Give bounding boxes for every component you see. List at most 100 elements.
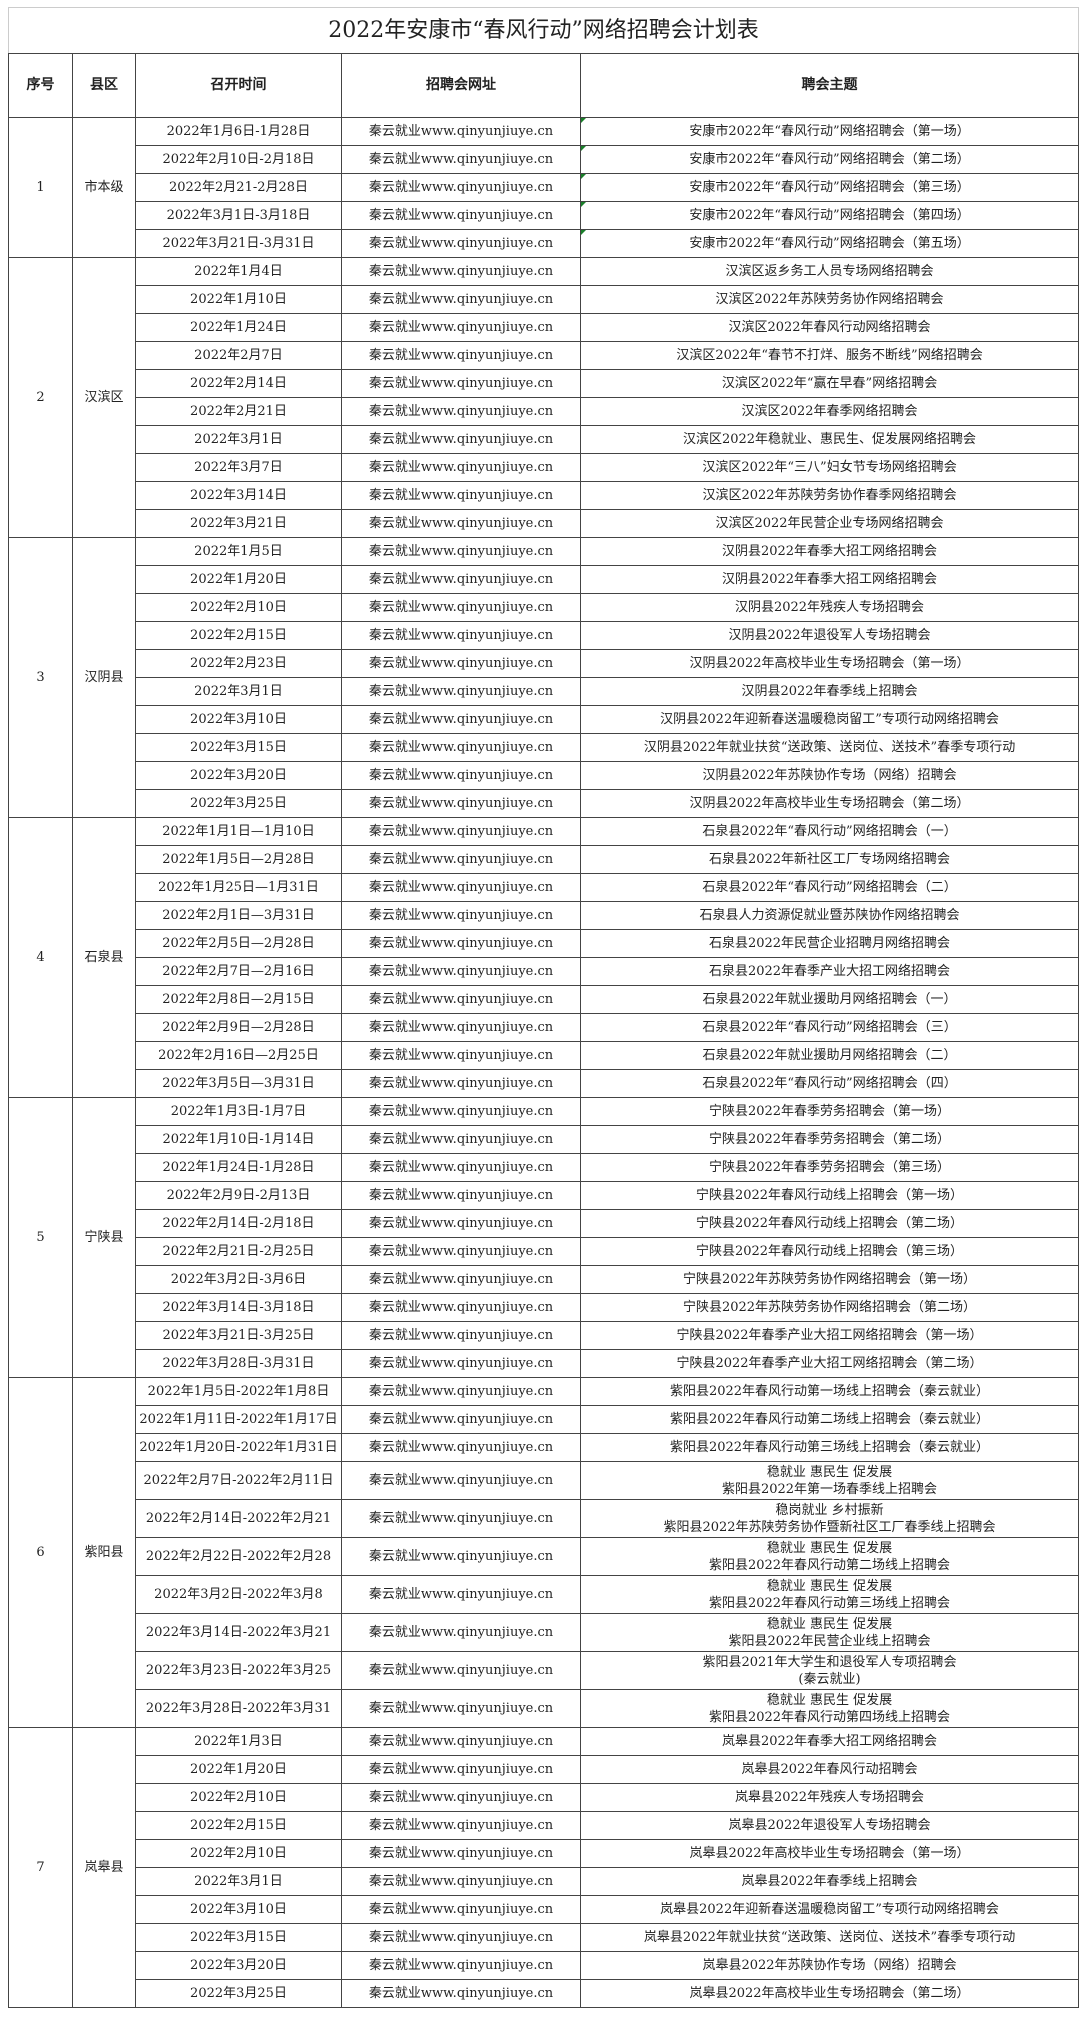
table-row: 2022年3月23日-2022年3月25 秦云就业www.qinyunjiuye.… xyxy=(9,1651,1080,1690)
theme-line: 宁陕县2022年春季劳务招聘会（第三场） xyxy=(708,1160,951,1175)
event-time: 2022年1月4日 xyxy=(135,257,342,286)
row-number: 6 xyxy=(8,1377,73,1728)
theme-line: 石泉县2022年“春风行动”网络招聘会（三） xyxy=(702,1020,957,1035)
event-theme: 岚皋县2022年苏陕协作专场（网络）招聘会 xyxy=(579,1951,1080,1980)
theme-line: 紫阳县2022年春风行动第三场线上招聘会（秦云就业） xyxy=(669,1440,990,1455)
row-number: 7 xyxy=(8,1727,73,2008)
event-website: 秦云就业www.qinyunjiuye.cn xyxy=(341,1979,581,2008)
event-theme: 紫阳县2021年大学生和退役军人专项招聘会 (秦云就业) xyxy=(579,1651,1080,1690)
table-row: 2022年2月14日 秦云就业www.qinyunjiuye.cn 汉滨区2022年… xyxy=(9,369,1080,398)
event-theme: 宁陕县2022年春风行动线上招聘会（第二场） xyxy=(579,1209,1080,1238)
table-row: 2022年2月7日-2022年2月11日 秦云就业www.qinyunjiuye.… xyxy=(9,1461,1080,1500)
event-time: 2022年2月7日-2022年2月11日 xyxy=(135,1461,342,1500)
theme-line: 汉阴县2022年高校毕业生专场招聘会（第一场） xyxy=(689,656,970,671)
event-time: 2022年1月24日-1月28日 xyxy=(135,1153,342,1182)
event-theme: 宁陕县2022年苏陕劳务协作网络招聘会（第一场） xyxy=(579,1265,1080,1294)
event-theme: 石泉县2022年“春风行动”网络招聘会（四） xyxy=(579,1069,1080,1098)
event-theme: 汉滨区2022年民营企业专场网络招聘会 xyxy=(579,509,1080,538)
event-theme: 汉阴县2022年就业扶贫“送政策、送岗位、送技术”春季专项行动 xyxy=(579,733,1080,762)
table-row: 2022年2月15日 秦云就业www.qinyunjiuye.cn 岚皋县2022年… xyxy=(9,1811,1080,1840)
header-district: 县区 xyxy=(72,53,136,118)
table-row: 2022年2月7日—2月16日 秦云就业www.qinyunjiuye.cn 石泉县… xyxy=(9,957,1080,986)
recruitment-plan-table: 2022年安康市“春风行动”网络招聘会计划表 序号 县区 召开时间 招聘会网址 … xyxy=(7,7,1080,2008)
event-website: 秦云就业www.qinyunjiuye.cn xyxy=(341,1895,581,1924)
theme-line: 石泉县人力资源促就业暨苏陕协作网络招聘会 xyxy=(699,908,960,923)
event-website: 秦云就业www.qinyunjiuye.cn xyxy=(341,229,581,258)
table-row: 2022年3月1日-3月18日 秦云就业www.qinyunjiuye.cn 安康市… xyxy=(9,201,1080,230)
event-time: 2022年3月21日 xyxy=(135,509,342,538)
event-theme: 汉滨区2022年苏陕劳务协作春季网络招聘会 xyxy=(579,481,1080,510)
event-website: 秦云就业www.qinyunjiuye.cn xyxy=(341,1575,581,1614)
theme-line: 岚皋县2022年高校毕业生专场招聘会（第二场） xyxy=(689,1986,970,2001)
event-website: 秦云就业www.qinyunjiuye.cn xyxy=(341,537,581,566)
theme-line: 安康市2022年“春风行动”网络招聘会（第五场） xyxy=(689,236,970,251)
table-row: 2022年2月23日 秦云就业www.qinyunjiuye.cn 汉阴县2022年… xyxy=(9,649,1080,678)
table-row: 2022年3月25日 秦云就业www.qinyunjiuye.cn 岚皋县2022年… xyxy=(9,1979,1080,2008)
event-website: 秦云就业www.qinyunjiuye.cn xyxy=(341,1727,581,1756)
page-title: 2022年安康市“春风行动”网络招聘会计划表 xyxy=(7,7,1080,54)
theme-line: 汉阴县2022年残疾人专场招聘会 xyxy=(734,600,925,615)
event-theme: 宁陕县2022年春季劳务招聘会（第三场） xyxy=(579,1153,1080,1182)
table-row: 2022年3月14日-3月18日 秦云就业www.qinyunjiuye.cn 宁陕… xyxy=(9,1293,1080,1322)
event-time: 2022年2月21日 xyxy=(135,397,342,426)
event-theme: 安康市2022年“春风行动”网络招聘会（第二场） xyxy=(579,145,1080,174)
theme-line: 汉阴县2022年迎新春送温暖稳岗留工”专项行动网络招聘会 xyxy=(660,712,999,727)
event-time: 2022年2月9日-2月13日 xyxy=(135,1181,342,1210)
event-theme: 石泉县2022年春季产业大招工网络招聘会 xyxy=(579,957,1080,986)
event-website: 秦云就业www.qinyunjiuye.cn xyxy=(341,1181,581,1210)
theme-line: 石泉县2022年“春风行动”网络招聘会（一） xyxy=(702,824,957,839)
event-website: 秦云就业www.qinyunjiuye.cn xyxy=(341,1811,581,1840)
event-website: 秦云就业www.qinyunjiuye.cn xyxy=(341,761,581,790)
theme-line: 岚皋县2022年春风行动招聘会 xyxy=(741,1762,918,1777)
table-row: 2022年3月14日 秦云就业www.qinyunjiuye.cn 汉滨区2022年… xyxy=(9,481,1080,510)
table-row: 2022年1月20日 秦云就业www.qinyunjiuye.cn 汉阴县2022年… xyxy=(9,565,1080,594)
event-theme: 石泉县2022年就业援助月网络招聘会（二） xyxy=(579,1041,1080,1070)
event-website: 秦云就业www.qinyunjiuye.cn xyxy=(341,565,581,594)
theme-line: 汉滨区2022年“赢在早春”网络招聘会 xyxy=(721,376,938,391)
theme-line: 汉滨区返乡务工人员专场网络招聘会 xyxy=(725,264,934,279)
table-row: 2022年3月28日-2022年3月31 秦云就业www.qinyunjiuye.… xyxy=(9,1689,1080,1728)
theme-line: 岚皋县2022年高校毕业生专场招聘会（第一场） xyxy=(689,1846,970,1861)
event-theme: 汉阴县2022年迎新春送温暖稳岗留工”专项行动网络招聘会 xyxy=(579,705,1080,734)
theme-line: 紫阳县2022年春风行动第二场线上招聘会 xyxy=(708,1557,951,1573)
event-website: 秦云就业www.qinyunjiuye.cn xyxy=(341,1461,581,1500)
table-row: 2022年3月2日-3月6日 秦云就业www.qinyunjiuye.cn 宁陕县2… xyxy=(9,1265,1080,1294)
event-theme: 岚皋县2022年春风行动招聘会 xyxy=(579,1755,1080,1784)
row-number: 5 xyxy=(8,1097,73,1378)
event-website: 秦云就业www.qinyunjiuye.cn xyxy=(341,1405,581,1434)
theme-line: 石泉县2022年就业援助月网络招聘会（二） xyxy=(702,1048,957,1063)
event-theme: 岚皋县2022年春季大招工网络招聘会 xyxy=(579,1727,1080,1756)
event-theme: 稳就业 惠民生 促发展 紫阳县2022年民营企业线上招聘会 xyxy=(579,1613,1080,1652)
header-row: 序号 县区 召开时间 招聘会网址 聘会主题 xyxy=(8,53,1080,118)
theme-line: 宁陕县2022年春风行动线上招聘会（第一场） xyxy=(695,1188,964,1203)
event-theme: 岚皋县2022年残疾人专场招聘会 xyxy=(579,1783,1080,1812)
theme-line: 紫阳县2022年春风行动第四场线上招聘会 xyxy=(708,1709,951,1725)
event-website: 秦云就业www.qinyunjiuye.cn xyxy=(341,1265,581,1294)
event-website: 秦云就业www.qinyunjiuye.cn xyxy=(341,1097,581,1126)
event-website: 秦云就业www.qinyunjiuye.cn xyxy=(341,313,581,342)
table-row: 2022年3月21日-3月25日 秦云就业www.qinyunjiuye.cn 宁陕… xyxy=(9,1321,1080,1350)
event-theme: 汉阴县2022年春季线上招聘会 xyxy=(579,677,1080,706)
event-time: 2022年3月1日 xyxy=(135,1867,342,1896)
event-website: 秦云就业www.qinyunjiuye.cn xyxy=(341,677,581,706)
event-time: 2022年1月20日 xyxy=(135,1755,342,1784)
event-theme: 稳就业 惠民生 促发展 紫阳县2022年第一场春季线上招聘会 xyxy=(579,1461,1080,1500)
event-theme: 汉滨区2022年“春节不打烊、服务不断线”网络招聘会 xyxy=(579,341,1080,370)
table-row: 2022年1月24日-1月28日 秦云就业www.qinyunjiuye.cn 宁陕… xyxy=(9,1153,1080,1182)
event-theme: 汉阴县2022年苏陕协作专场（网络）招聘会 xyxy=(579,761,1080,790)
theme-line: 稳就业 惠民生 促发展 xyxy=(766,1578,893,1594)
theme-line: 紫阳县2022年春风行动第三场线上招聘会 xyxy=(708,1595,951,1611)
event-theme: 宁陕县2022年春季产业大招工网络招聘会（第一场） xyxy=(579,1321,1080,1350)
event-theme: 汉阴县2022年春季大招工网络招聘会 xyxy=(579,565,1080,594)
theme-line: 岚皋县2022年春季线上招聘会 xyxy=(741,1874,918,1889)
theme-line: 汉阴县2022年春季大招工网络招聘会 xyxy=(721,572,938,587)
theme-line: 稳就业 惠民生 促发展 xyxy=(766,1692,893,1708)
event-time: 2022年2月10日 xyxy=(135,1783,342,1812)
event-theme: 岚皋县2022年春季线上招聘会 xyxy=(579,1867,1080,1896)
event-website: 秦云就业www.qinyunjiuye.cn xyxy=(341,1755,581,1784)
table-row: 2022年2月15日 秦云就业www.qinyunjiuye.cn 汉阴县2022年… xyxy=(9,621,1080,650)
event-time: 2022年2月21日-2月25日 xyxy=(135,1237,342,1266)
theme-line: 汉阴县2022年春季线上招聘会 xyxy=(741,684,918,699)
table-row: 2022年3月1日 秦云就业www.qinyunjiuye.cn 汉滨区2022年稳… xyxy=(9,425,1080,454)
theme-line: 汉滨区2022年苏陕劳务协作网络招聘会 xyxy=(715,292,944,307)
